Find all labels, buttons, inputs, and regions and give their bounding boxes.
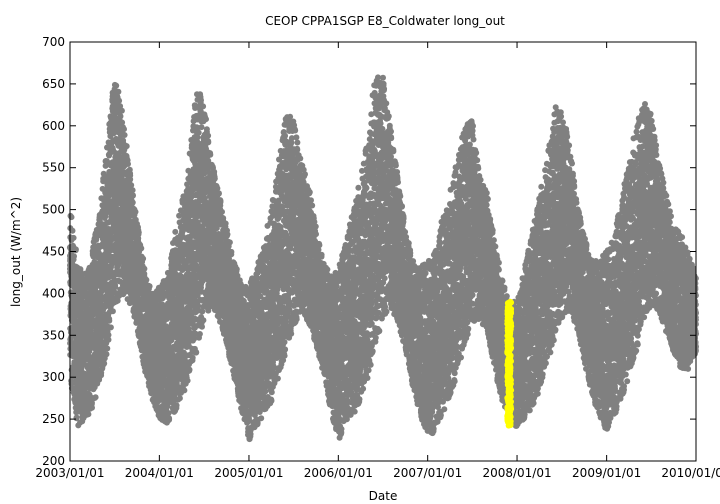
data-point [205, 139, 212, 146]
data-point [224, 231, 231, 238]
data-point [117, 113, 124, 120]
data-point [121, 126, 127, 133]
data-points [66, 74, 699, 443]
data-point [118, 107, 125, 114]
data-point [143, 276, 150, 283]
data-point [200, 317, 207, 324]
data-point [141, 265, 148, 272]
data-point [186, 366, 193, 373]
data-point [89, 404, 95, 411]
data-point [138, 245, 145, 252]
data-point [217, 198, 224, 205]
data-point [193, 349, 200, 356]
data-point [113, 82, 120, 89]
data-point [71, 253, 77, 260]
data-point [207, 151, 214, 158]
data-point [205, 132, 212, 139]
data-point [69, 227, 76, 234]
data-point [198, 97, 204, 104]
data-point [85, 411, 92, 418]
data-point [125, 161, 131, 167]
data-point [200, 103, 207, 110]
data-point [129, 199, 136, 206]
data-point [116, 97, 123, 104]
data-point [215, 190, 222, 197]
data-point [135, 229, 142, 236]
data-point [123, 143, 130, 150]
data-point [115, 88, 122, 95]
data-point [129, 192, 136, 199]
data-point [146, 283, 153, 290]
data-point [181, 387, 188, 394]
data-point [104, 345, 111, 352]
data-point [176, 395, 183, 402]
data-point [189, 354, 196, 361]
data-point [222, 220, 229, 227]
data-point [107, 324, 114, 331]
data-point [106, 317, 113, 324]
data-point [68, 214, 75, 221]
data-point [166, 416, 173, 423]
data-point [70, 234, 77, 241]
data-point [92, 394, 99, 401]
data-point [132, 208, 139, 215]
data-point [219, 208, 225, 215]
data-point [184, 377, 191, 384]
data-point [121, 132, 128, 138]
data-point [199, 323, 205, 330]
data-point [105, 336, 112, 343]
data-point [228, 251, 235, 258]
data-point [103, 351, 110, 358]
data-point [127, 176, 134, 183]
data-point [101, 360, 108, 367]
data-point [172, 228, 179, 235]
data-point [140, 255, 147, 262]
data-point [196, 331, 203, 337]
data-point [72, 246, 79, 253]
data-point [198, 124, 205, 131]
data-point [109, 308, 116, 315]
data-point [195, 129, 202, 136]
data-point [226, 239, 233, 246]
data-point [233, 266, 240, 273]
data-point [211, 175, 218, 182]
data-point [203, 126, 210, 133]
data-point [173, 402, 180, 409]
data-point [203, 116, 209, 123]
chart-title: CEOP CPPA1SGP E8_Coldwater long_out [265, 14, 505, 28]
data-point [129, 187, 136, 194]
